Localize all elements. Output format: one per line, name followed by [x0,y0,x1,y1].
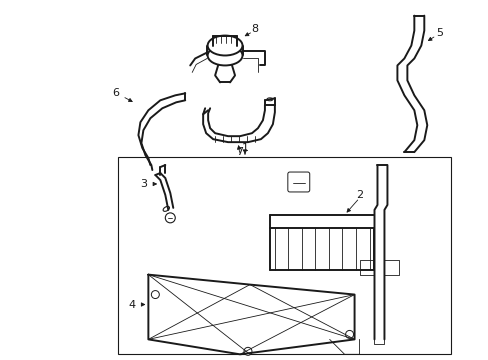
Text: 7: 7 [236,147,243,157]
Text: 6: 6 [112,88,119,98]
Circle shape [244,347,251,355]
Ellipse shape [207,45,242,66]
Ellipse shape [163,206,169,211]
Text: 2: 2 [355,190,363,200]
Text: 1: 1 [241,143,248,153]
Ellipse shape [207,36,242,55]
Circle shape [345,330,353,338]
Text: 3: 3 [140,179,146,189]
Text: 4: 4 [129,300,136,310]
FancyBboxPatch shape [287,172,309,192]
Circle shape [151,291,159,298]
Bar [118,157,450,354]
Ellipse shape [266,98,272,101]
Text: 8: 8 [251,24,258,33]
Text: 5: 5 [435,28,442,37]
Circle shape [165,213,175,223]
